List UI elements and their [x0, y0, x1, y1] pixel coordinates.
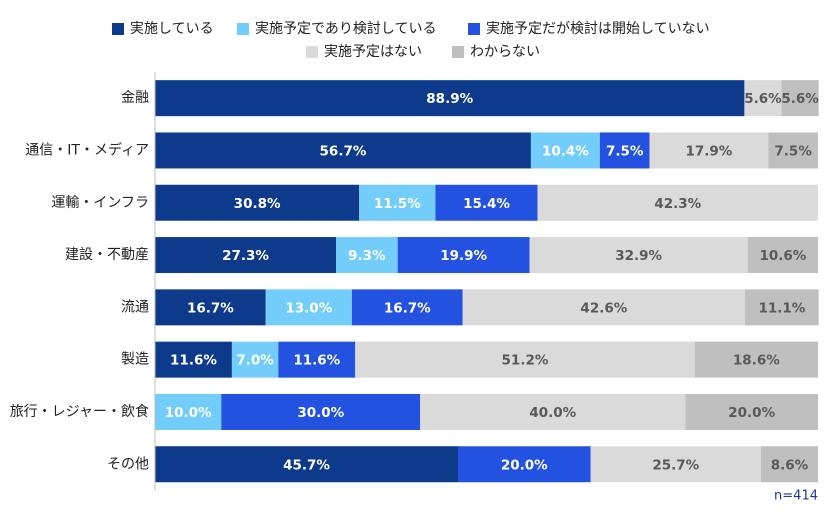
bar-segment: [694, 341, 818, 378]
bar-segment: [155, 446, 458, 483]
value-label: 56.7%: [320, 143, 367, 159]
bar-segment: [685, 393, 818, 430]
bar-segment: [155, 132, 531, 169]
bar-segment: [335, 237, 398, 274]
bar-segment: [462, 289, 746, 326]
bar-segment: [590, 446, 761, 483]
value-label: 30.8%: [234, 196, 281, 212]
value-label: 20.0%: [501, 457, 548, 473]
bar-segment: [435, 184, 538, 221]
value-label: 13.0%: [285, 300, 332, 316]
value-label: 32.9%: [615, 248, 662, 264]
bar-segment: [781, 80, 819, 117]
category-label: 通信・IT・メディア: [25, 141, 149, 158]
legend-swatch: [452, 46, 464, 58]
bar-segment: [530, 132, 600, 169]
value-label: 15.4%: [463, 196, 510, 212]
value-label: 11.6%: [170, 353, 217, 369]
value-label: 42.3%: [654, 196, 701, 212]
value-label: 20.0%: [728, 405, 775, 421]
bar-segment: [649, 132, 769, 169]
value-label: 7.5%: [774, 143, 812, 159]
bar-segment: [155, 289, 266, 326]
value-label: 7.5%: [606, 143, 644, 159]
legend-swatch: [237, 23, 249, 35]
value-label: 9.3%: [348, 248, 386, 264]
bar-segment: [355, 341, 695, 378]
value-label: 11.5%: [374, 196, 421, 212]
bar-segment: [537, 184, 818, 221]
category-label: 金融: [121, 90, 149, 106]
value-label: 11.6%: [293, 353, 340, 369]
value-label: 42.6%: [580, 300, 627, 316]
bar-segment: [744, 80, 782, 117]
bar-segment: [155, 80, 745, 117]
category-label: 運輸・インフラ: [51, 195, 149, 211]
value-label: 5.6%: [744, 91, 782, 107]
bar-segment: [397, 237, 530, 274]
bar-segment: [221, 393, 421, 430]
bar-segment: [359, 184, 436, 221]
bar-segment: [457, 446, 591, 483]
bar-segment: [420, 393, 686, 430]
value-label: 8.6%: [771, 457, 809, 473]
value-label: 11.1%: [758, 300, 805, 316]
category-label: 建設・不動産: [65, 247, 149, 263]
bar-segment: [599, 132, 650, 169]
legend-label: 実施予定であり検討している: [255, 21, 436, 37]
value-label: 18.6%: [733, 353, 780, 369]
legend-swatch: [306, 46, 318, 58]
value-label: 30.0%: [297, 405, 344, 421]
value-label: 7.0%: [236, 353, 274, 369]
legend-label: 実施予定はない: [324, 44, 422, 60]
category-label: 旅行・レジャー・飲食: [10, 403, 149, 420]
legend-label: 実施している: [130, 21, 214, 37]
value-label: 17.9%: [686, 143, 733, 159]
value-label: 5.6%: [781, 91, 819, 107]
bar-segment: [768, 132, 818, 169]
value-label: 10.0%: [165, 405, 212, 421]
sample-size: n=414: [774, 489, 818, 504]
value-label: 10.4%: [542, 143, 589, 159]
bar-segment: [278, 341, 356, 378]
value-label: 45.7%: [283, 457, 330, 473]
bar-segment: [760, 446, 818, 483]
category-label: 流通: [121, 299, 149, 315]
value-label: 25.7%: [652, 457, 699, 473]
bar-segment: [155, 393, 222, 430]
value-label: 51.2%: [502, 353, 549, 369]
value-label: 27.3%: [222, 248, 269, 264]
value-label: 16.7%: [384, 300, 431, 316]
bar-segment: [155, 184, 360, 221]
bar-segment: [351, 289, 463, 326]
legend-label: 実施予定だが検討は開始していない: [486, 21, 710, 37]
value-label: 19.9%: [440, 248, 487, 264]
bar-segment: [155, 237, 336, 274]
bar-segment: [745, 289, 819, 326]
legend-swatch: [468, 23, 480, 35]
legend-label: わからない: [470, 44, 540, 60]
value-label: 16.7%: [187, 300, 234, 316]
bar-segment: [265, 289, 352, 326]
value-label: 40.0%: [529, 405, 576, 421]
bar-segment: [747, 237, 818, 274]
value-label: 10.6%: [759, 248, 806, 264]
category-label: その他: [107, 456, 149, 472]
bar-segment: [529, 237, 748, 274]
bar-segment: [155, 341, 232, 378]
category-label: 製造: [121, 352, 149, 368]
value-label: 88.9%: [426, 91, 473, 107]
legend-swatch: [112, 23, 124, 35]
bar-segment: [231, 341, 279, 378]
